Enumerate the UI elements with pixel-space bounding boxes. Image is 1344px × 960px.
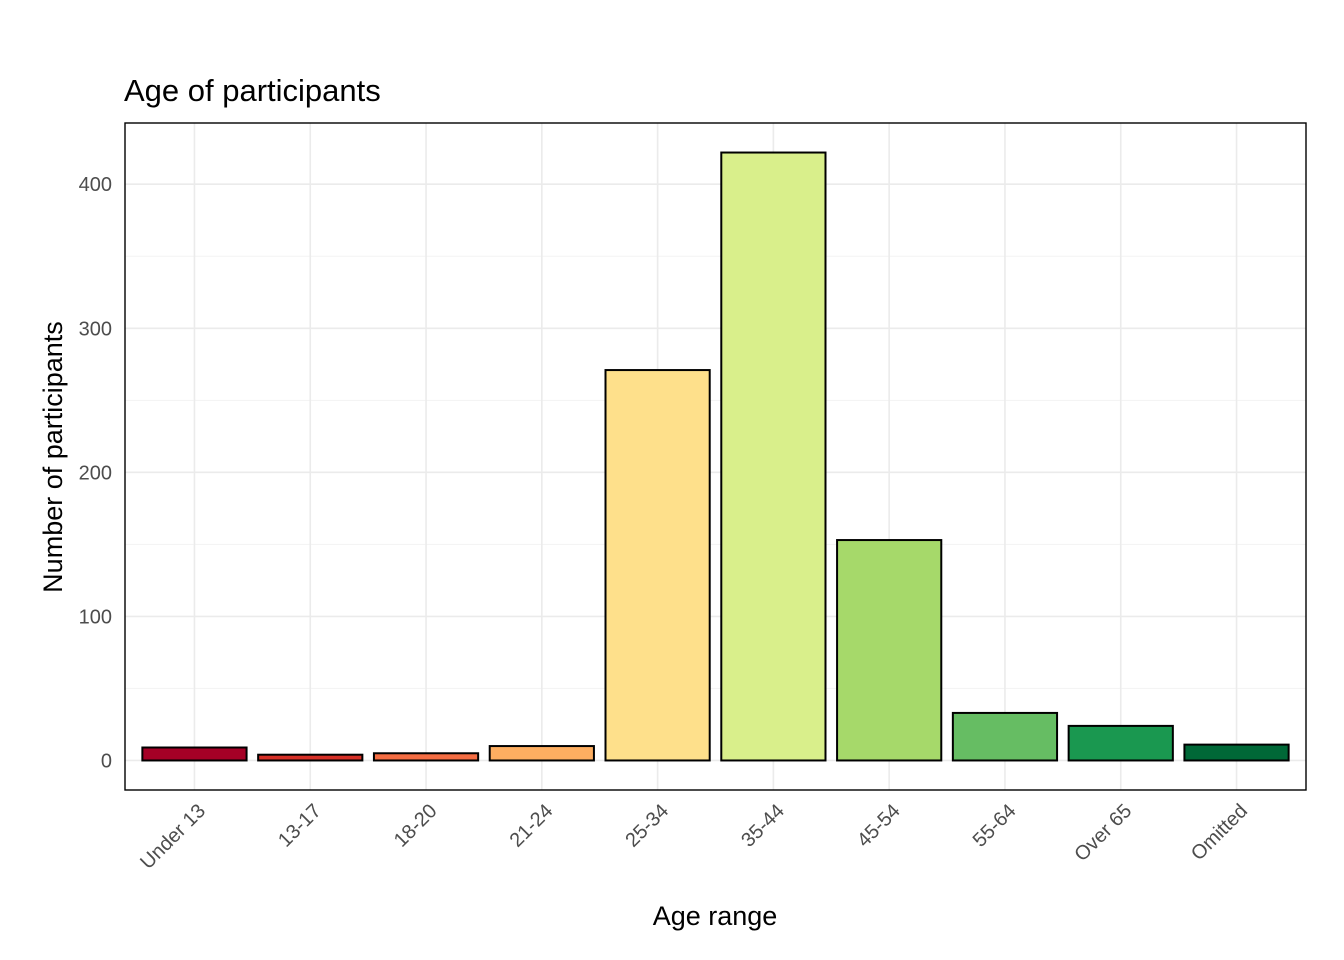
x-tick-label: 13-17 [274, 800, 326, 852]
bars [141, 151, 1290, 762]
bar-45-54 [836, 539, 943, 762]
x-tick-label: Under 13 [136, 800, 210, 874]
y-axis-title: Number of participants [38, 321, 68, 593]
bar-25-34 [604, 369, 711, 762]
bar-21-24 [488, 745, 595, 762]
y-tick-label: 200 [79, 462, 112, 484]
x-axis-title: Age range [653, 901, 778, 931]
y-tick-label: 400 [79, 174, 112, 196]
bar-13-17 [257, 753, 364, 762]
y-tick-label: 100 [79, 606, 112, 628]
bar-over-65 [1067, 724, 1174, 762]
x-tick-label: 45-54 [853, 800, 905, 852]
y-tick-label: 300 [79, 318, 112, 340]
x-tick-label: Omitted [1187, 800, 1252, 865]
panel-border [124, 122, 1307, 791]
x-tick-label: Over 65 [1070, 800, 1136, 866]
bar-under-13 [141, 746, 248, 762]
x-axis-ticks: Under 13 13-17 18-20 21-24 25-34 35-44 45-54 55… [136, 800, 1252, 874]
x-tick-label: 21-24 [506, 800, 558, 852]
bar-18-20 [372, 752, 480, 762]
x-tick-label: 55-64 [969, 800, 1021, 852]
chart-title: Age of participants [124, 73, 381, 108]
bar-35-44 [720, 151, 827, 762]
y-tick-label: 0 [101, 750, 112, 772]
bar-55-64 [951, 711, 1059, 762]
x-tick-label: 18-20 [390, 800, 442, 852]
x-tick-label: 35-44 [737, 800, 789, 852]
y-axis-ticks: 0 100 200 300 400 [79, 174, 112, 772]
gridlines [125, 123, 1306, 790]
x-tick-label: 25-34 [621, 800, 673, 852]
bar-omitted [1183, 743, 1290, 762]
